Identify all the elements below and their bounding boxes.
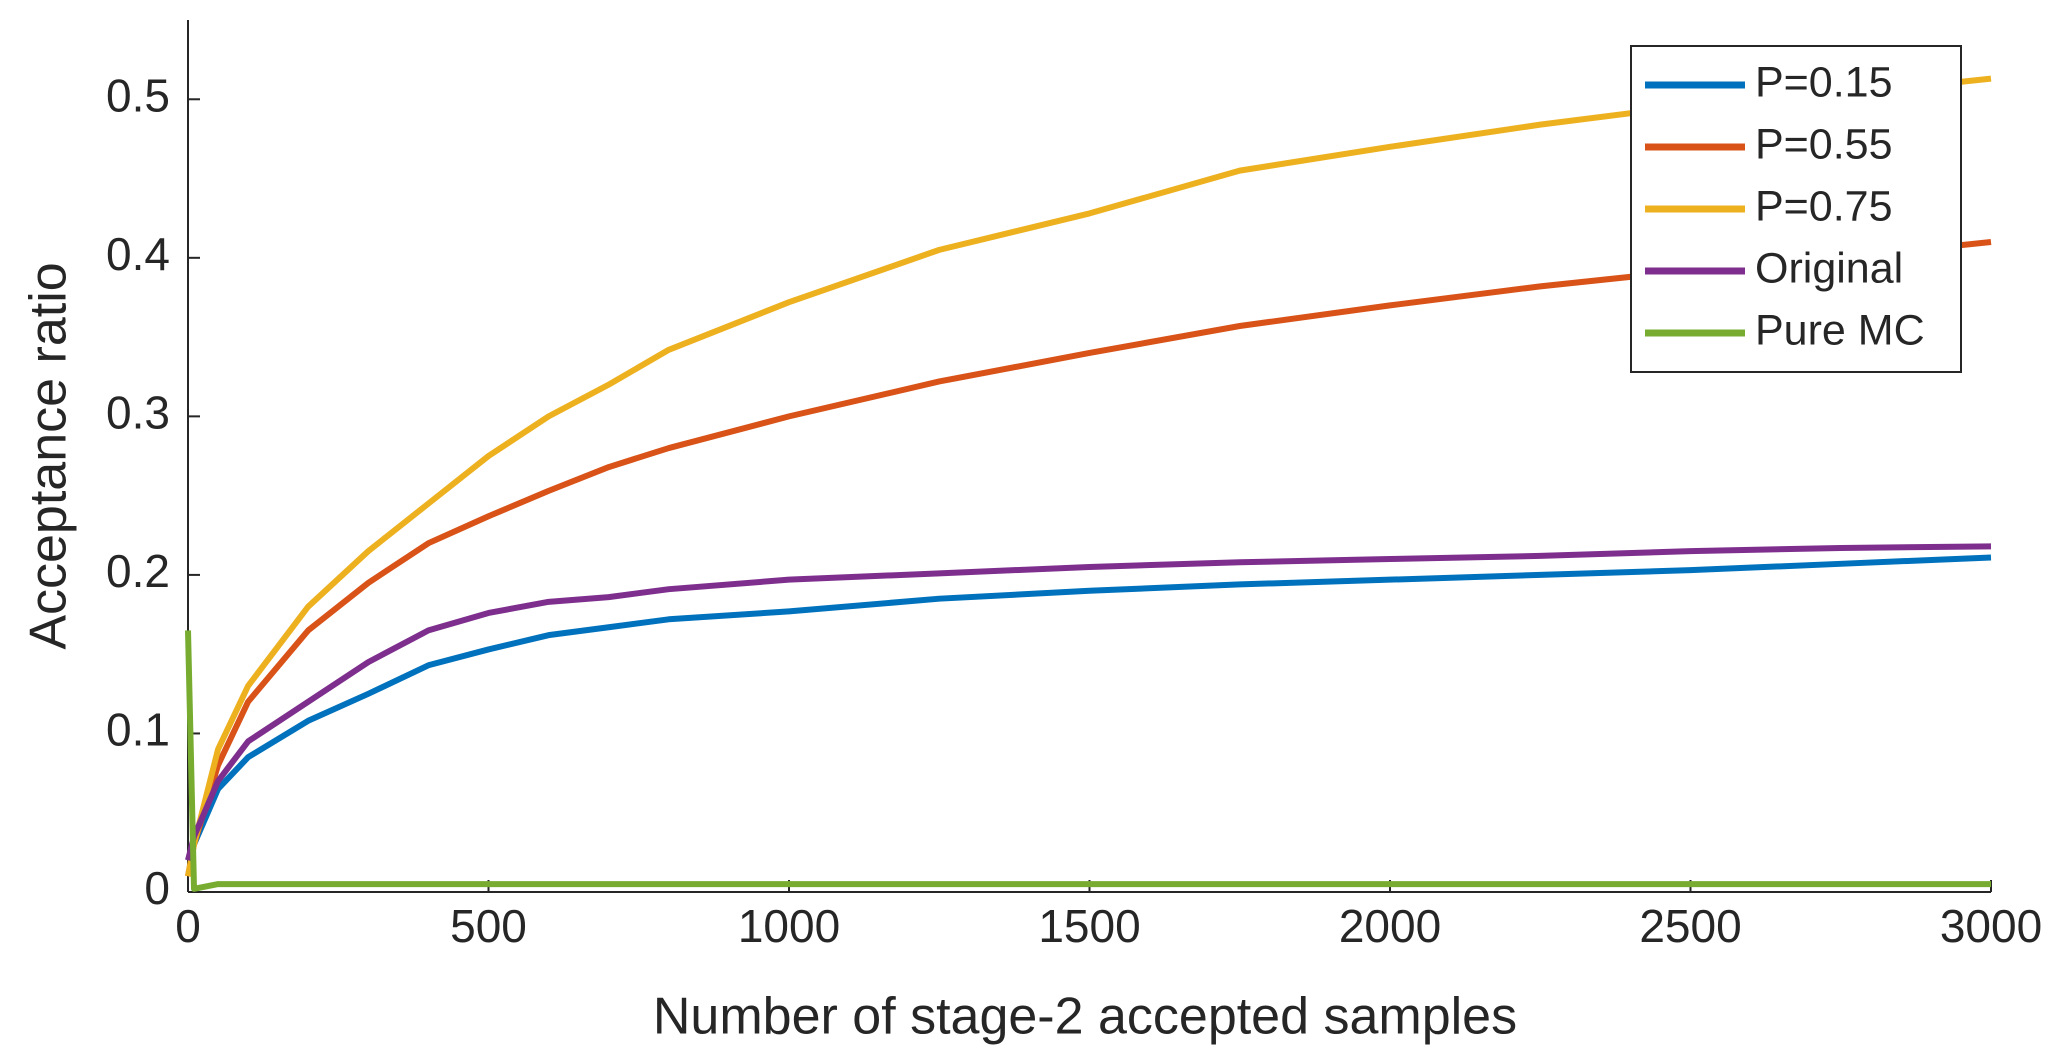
y-tick-label: 0.5 (106, 69, 170, 121)
x-tick-label: 3000 (1940, 900, 2042, 952)
x-tick-label: 1000 (738, 900, 840, 952)
series-line (185, 238, 1992, 877)
legend-label: P=0.75 (1755, 182, 1892, 230)
legend-label: P=0.15 (1755, 58, 1892, 106)
y-axis-label: Acceptance ratio (20, 262, 78, 649)
series-line (185, 630, 1991, 892)
x-tick-label: 2000 (1339, 900, 1441, 952)
y-tick-label: 0.4 (106, 228, 170, 280)
x-axis-label: Number of stage-2 accepted samples (653, 988, 1517, 1046)
y-tick-label: 0.3 (106, 387, 170, 439)
legend-label: P=0.55 (1755, 120, 1892, 168)
legend-label: Original (1755, 244, 1903, 292)
series-line (185, 543, 1992, 862)
legend-box (1630, 45, 1962, 373)
x-tick-label: 0 (175, 900, 201, 952)
x-tick-label: 500 (450, 900, 527, 952)
series-line (185, 75, 1992, 877)
y-tick-label: 0.2 (106, 545, 170, 597)
y-tick-label: 0 (144, 862, 170, 914)
y-tick-label: 0.1 (106, 704, 170, 756)
x-tick-label: 1500 (1038, 900, 1140, 952)
series-line (185, 554, 1992, 862)
legend-label: Pure MC (1755, 306, 1925, 354)
x-tick-label: 2500 (1639, 900, 1741, 952)
